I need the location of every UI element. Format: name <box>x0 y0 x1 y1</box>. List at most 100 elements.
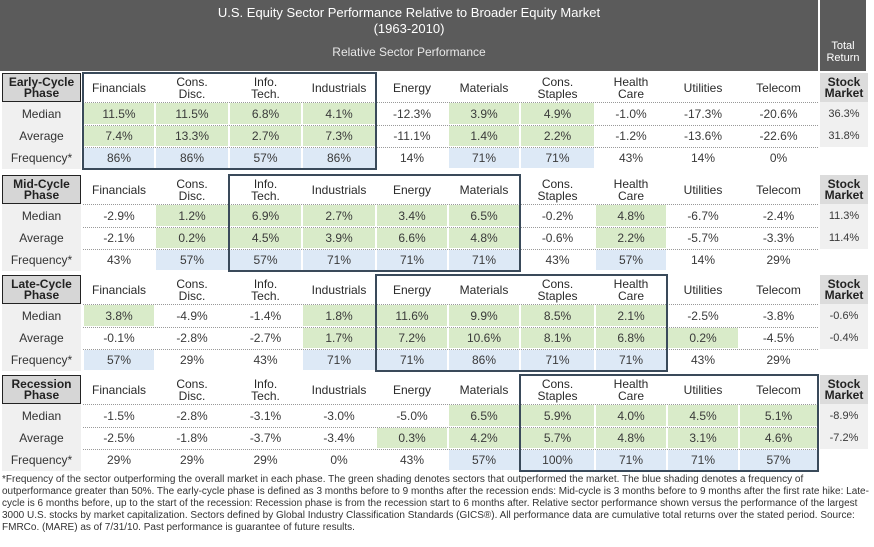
stock-market-median: -8.9% <box>820 404 868 427</box>
frequency-value: 86% <box>303 148 375 168</box>
row-divider <box>83 449 818 450</box>
frequency-value: 43% <box>545 253 570 267</box>
average-value: 4.8% <box>449 228 519 248</box>
sector-header: Cons. Staples <box>537 276 578 303</box>
sector-header: Cons. Staples <box>537 74 578 101</box>
frequency-value: 29% <box>106 453 132 467</box>
median-value: 2.7% <box>303 205 375 226</box>
average-value: 4.8% <box>596 428 666 448</box>
average-value: -4.5% <box>762 331 795 345</box>
median-value: 11.5% <box>84 103 154 124</box>
average-value: -2.7% <box>249 331 282 345</box>
row-label-median: Median <box>2 304 81 327</box>
frequency-value: 57% <box>84 350 154 370</box>
sector-header: Financials <box>91 382 147 397</box>
frequency-value: 29% <box>766 353 791 367</box>
chart-subtitle: Relative Sector Performance <box>332 45 486 59</box>
median-value: 3.4% <box>377 205 447 226</box>
average-value: 7.3% <box>303 126 375 146</box>
sector-header: Telecom <box>756 182 801 197</box>
frequency-value: 43% <box>618 151 644 165</box>
sector-header: Info. Tech. <box>251 176 280 203</box>
sector-header: Materials <box>459 382 509 397</box>
phase-label: Recession Phase <box>2 375 81 404</box>
row-label-median: Median <box>2 102 81 125</box>
frequency-value: 29% <box>179 353 205 367</box>
frequency-value: 14% <box>690 253 716 267</box>
total-return-label: Total Return <box>826 40 860 64</box>
average-value: 3.1% <box>668 428 738 448</box>
median-value: 3.8% <box>84 305 154 326</box>
row-divider <box>83 349 818 350</box>
row-label-average: Average <box>2 227 81 249</box>
sector-header: Industrials <box>311 382 367 397</box>
phase-label: Early-Cycle Phase <box>2 73 81 102</box>
frequency-value: 71% <box>521 350 594 370</box>
header-banner <box>0 0 818 71</box>
row-divider <box>83 427 818 428</box>
median-value: 4.9% <box>521 103 594 124</box>
frequency-value: 43% <box>253 353 278 367</box>
sector-header: Health Care <box>613 276 649 303</box>
sector-header: Cons. Disc. <box>176 74 208 101</box>
frequency-value: 0% <box>330 453 348 467</box>
median-value: -20.6% <box>759 106 798 121</box>
median-value: 1.8% <box>303 305 375 326</box>
sector-header: Info. Tech. <box>251 74 280 101</box>
frequency-value: 86% <box>449 350 519 370</box>
average-value: -2.5% <box>103 431 135 445</box>
row-label-frequency: Frequency* <box>2 349 81 371</box>
sector-header: Cons. Disc. <box>176 276 208 303</box>
sector-header: Utilities <box>683 182 723 197</box>
frequency-value: 71% <box>377 250 447 270</box>
frequency-value: 71% <box>303 250 375 270</box>
stock-market-average: 31.8% <box>820 125 868 147</box>
average-value: 2.2% <box>596 228 666 248</box>
frequency-value: 71% <box>449 250 519 270</box>
median-value: 8.5% <box>521 305 594 326</box>
median-value: 2.1% <box>596 305 666 326</box>
median-value: 4.5% <box>668 405 738 426</box>
row-label-frequency: Frequency* <box>2 147 81 169</box>
average-value: 13.3% <box>156 126 228 146</box>
footnote: *Frequency of the sector outperforming t… <box>2 474 869 533</box>
median-value: 6.5% <box>449 405 519 426</box>
average-value: -5.7% <box>687 231 719 245</box>
median-value: -17.3% <box>683 106 723 121</box>
sector-header: Industrials <box>311 282 367 297</box>
stock-market-average: -0.4% <box>820 327 868 349</box>
average-value: -2.1% <box>103 231 135 245</box>
chart-title-years: (1963-2010) <box>373 21 445 36</box>
median-value: -1.5% <box>103 408 135 423</box>
frequency-value: 71% <box>596 450 666 470</box>
average-value: 4.6% <box>740 428 817 448</box>
frequency-value: 71% <box>377 350 447 370</box>
chart-title: U.S. Equity Sector Performance Relative … <box>217 5 601 20</box>
average-value: 0.3% <box>377 428 447 448</box>
average-value: 1.7% <box>303 328 375 348</box>
average-value: 2.2% <box>521 126 594 146</box>
sector-header: Energy <box>392 282 432 297</box>
average-value: -11.1% <box>393 129 431 143</box>
average-value: -3.3% <box>762 231 795 245</box>
average-value: 6.8% <box>596 328 666 348</box>
median-value: 4.1% <box>303 103 375 124</box>
average-value: 7.2% <box>377 328 447 348</box>
median-value: 5.1% <box>740 405 817 426</box>
average-value: 0.2% <box>668 328 738 348</box>
frequency-value: 71% <box>668 450 738 470</box>
row-divider <box>83 249 818 250</box>
average-value: 4.2% <box>449 428 519 448</box>
median-value: 9.9% <box>449 305 519 326</box>
average-value: 2.7% <box>230 126 301 146</box>
average-value: 5.7% <box>521 428 594 448</box>
row-label-median: Median <box>2 404 81 427</box>
frequency-value: 71% <box>521 148 594 168</box>
frequency-value: 43% <box>106 253 132 267</box>
frequency-value: 29% <box>253 453 278 467</box>
frequency-value: 57% <box>740 450 817 470</box>
frequency-value: 14% <box>399 151 425 165</box>
frequency-value: 57% <box>449 450 519 470</box>
median-value: 6.5% <box>449 205 519 226</box>
frequency-value: 0% <box>769 151 788 165</box>
